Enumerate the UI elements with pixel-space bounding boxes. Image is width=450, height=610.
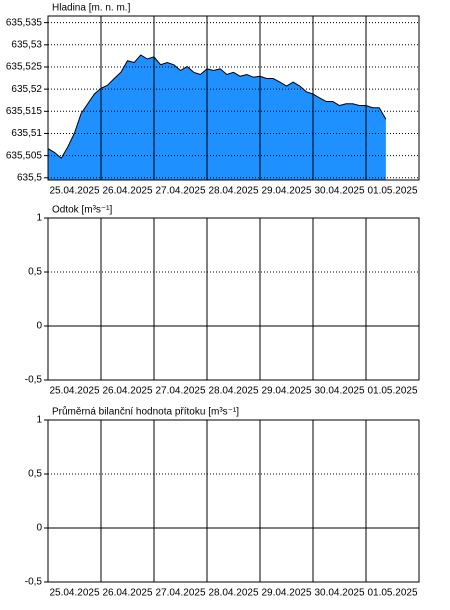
- y-tick-label: 635,53: [11, 39, 42, 50]
- y-tick-label: 635,505: [6, 150, 43, 161]
- line: [47, 54, 387, 160]
- y-tick-label: 0: [36, 321, 42, 332]
- x-tick-label: 26.04.2025: [102, 186, 152, 197]
- x-tick-label: 30.04.2025: [314, 588, 364, 599]
- x-tick-label: 27.04.2025: [155, 386, 205, 397]
- x-tick-label: 27.04.2025: [155, 588, 205, 599]
- y-tick-label: 1: [36, 213, 42, 224]
- y-tick-label: 0,5: [28, 267, 42, 278]
- panel-title: Hladina [m. n. m.]: [52, 3, 131, 14]
- plot-frame: [47, 217, 420, 381]
- x-tick-label: 26.04.2025: [102, 386, 152, 397]
- y-tick-label: -0,5: [25, 375, 43, 386]
- y-tick-label: 635,535: [6, 17, 43, 28]
- x-tick-label: 28.04.2025: [208, 588, 258, 599]
- x-tick-label: 01.05.2025: [367, 186, 417, 197]
- x-tick-label: 28.04.2025: [208, 186, 258, 197]
- x-tick-label: 25.04.2025: [49, 186, 99, 197]
- x-tick-label: 29.04.2025: [261, 386, 311, 397]
- x-tick-label: 01.05.2025: [367, 386, 417, 397]
- y-tick-label: 635,51: [11, 128, 42, 139]
- panel-title: Průměrná bilanční hodnota přítoku [m³s⁻¹…: [52, 406, 239, 418]
- x-tick-label: 27.04.2025: [155, 186, 205, 197]
- y-tick-label: -0,5: [25, 577, 43, 588]
- y-tick-label: 0: [36, 523, 42, 534]
- y-tick-label: 0,5: [28, 469, 42, 480]
- plot-frame: [47, 15, 420, 181]
- y-tick-label: 635,5: [17, 172, 42, 183]
- x-tick-label: 30.04.2025: [314, 386, 364, 397]
- x-tick-label: 25.04.2025: [49, 588, 99, 599]
- y-tick-label: 1: [36, 415, 42, 426]
- x-tick-label: 25.04.2025: [49, 386, 99, 397]
- x-tick-label: 26.04.2025: [102, 588, 152, 599]
- plot-frame: [47, 419, 420, 583]
- y-tick-label: 635,525: [6, 62, 43, 73]
- x-tick-label: 01.05.2025: [367, 588, 417, 599]
- x-tick-label: 29.04.2025: [261, 588, 311, 599]
- area: [48, 55, 386, 181]
- y-tick-label: 635,515: [6, 106, 43, 117]
- x-tick-label: 30.04.2025: [314, 186, 364, 197]
- x-tick-label: 29.04.2025: [261, 186, 311, 197]
- y-tick-label: 635,52: [11, 84, 42, 95]
- x-tick-label: 28.04.2025: [208, 386, 258, 397]
- panel-title: Odtok [m³s⁻¹]: [52, 205, 113, 216]
